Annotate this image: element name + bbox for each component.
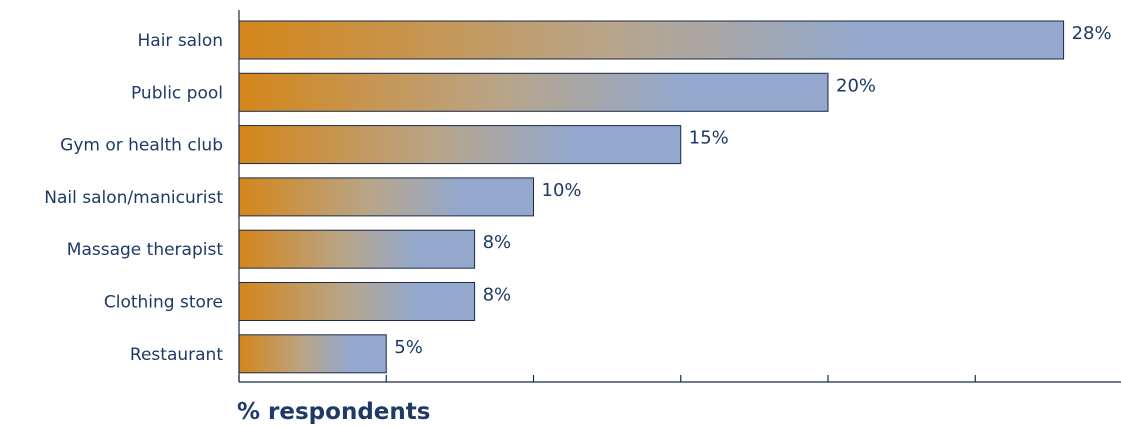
value-label-0: 28%	[1072, 23, 1112, 44]
bar-0	[238, 20, 1065, 60]
category-label-2: Gym or health club	[60, 136, 223, 156]
category-label-4: Massage therapist	[67, 240, 224, 260]
category-label-0: Hair salon	[138, 31, 224, 51]
x-axis-title: % respondents	[237, 399, 430, 425]
category-label-1: Public pool	[131, 83, 223, 103]
value-label-6: 5%	[394, 337, 423, 358]
bars-layer: Hair salon 28% Public pool 20% Gym or health…	[44, 20, 1112, 374]
bar-2	[238, 125, 682, 165]
bar-4	[238, 229, 476, 269]
bar-1	[238, 72, 829, 112]
axis-layer	[238, 10, 1121, 383]
category-label-5: Clothing store	[104, 293, 223, 313]
value-label-2: 15%	[689, 128, 729, 149]
bar-3	[238, 177, 534, 217]
category-label-3: Nail salon/manicurist	[44, 188, 223, 208]
bar-6	[238, 334, 387, 374]
value-label-5: 8%	[483, 285, 512, 306]
value-label-4: 8%	[483, 232, 512, 253]
value-label-3: 10%	[542, 180, 582, 201]
category-label-6: Restaurant	[130, 345, 223, 365]
value-label-1: 20%	[836, 75, 876, 96]
bar-5	[238, 282, 476, 321]
